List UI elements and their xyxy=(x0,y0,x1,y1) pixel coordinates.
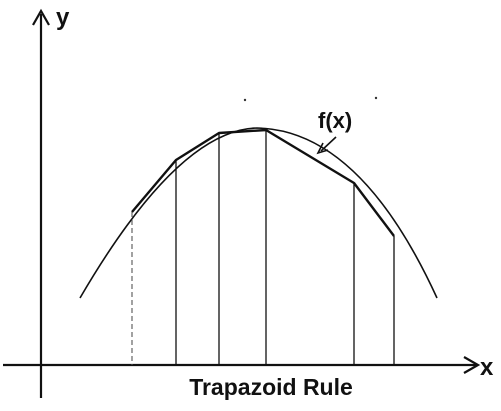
function-curve xyxy=(79,127,438,299)
function-pointer-line xyxy=(320,136,337,152)
y-axis-arrowhead xyxy=(32,8,50,26)
figure-caption: Trapazoid Rule xyxy=(189,374,353,400)
function-label: f(x) xyxy=(318,108,352,133)
y-axis-label: y xyxy=(56,4,70,31)
trapezoid-chords xyxy=(131,128,395,237)
x-axis-arrowhead xyxy=(463,356,481,374)
scan-speck xyxy=(374,96,378,100)
scan-speck xyxy=(243,98,247,102)
x-axis-label: x xyxy=(480,354,494,381)
function-pointer-arrowhead xyxy=(316,142,329,155)
